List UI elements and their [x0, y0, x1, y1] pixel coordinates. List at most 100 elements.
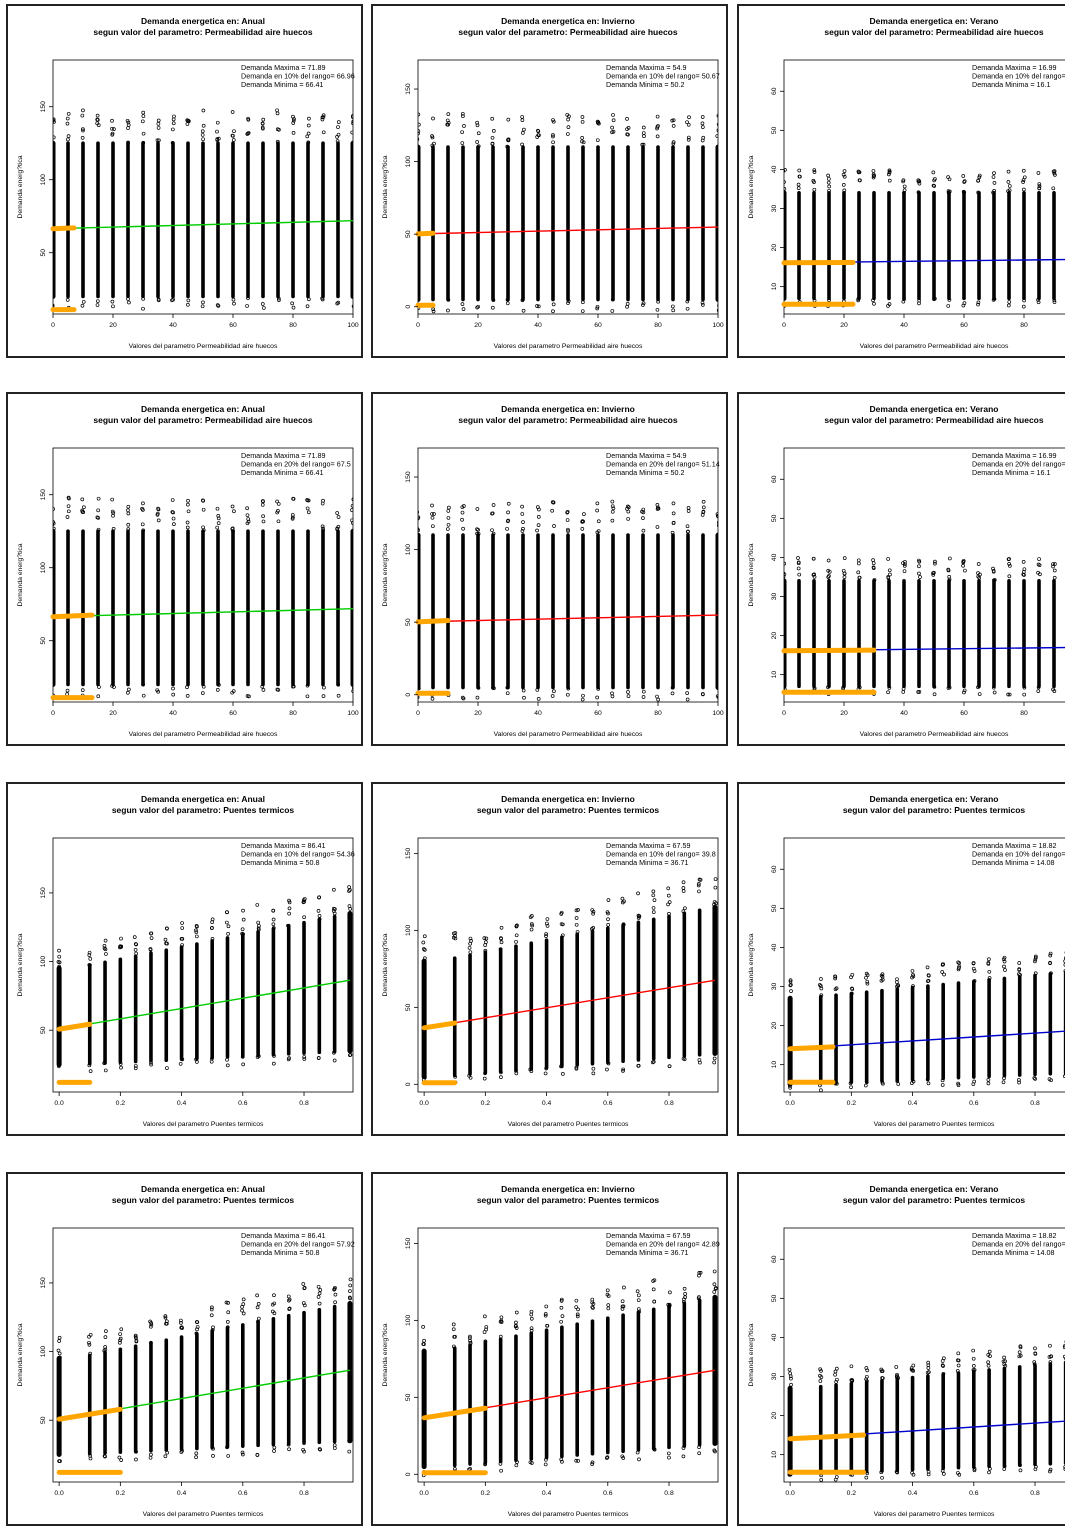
chart-subtitle: segun valor del parametro: Permeabilidad… [824, 27, 1043, 37]
chart-title: Demanda energetica en: Invierno [501, 1184, 635, 1194]
y-tick-label: 100 [40, 1346, 47, 1358]
annotation-text: Demanda en 20% del rango= 67.5 [241, 460, 351, 469]
scatter-column [482, 1314, 489, 1467]
y-tick-label: 0 [405, 305, 412, 309]
highlight-range-line [787, 1432, 867, 1442]
trend-line [52, 608, 354, 618]
scatter-column [715, 113, 718, 313]
y-axis-label: Demanda energ?tica [748, 1323, 755, 1386]
annotation-text: Demanda en 10% del rango= 39.8 [606, 850, 716, 859]
scatter-column [445, 112, 451, 313]
scatter-column [543, 1304, 550, 1467]
y-tick-label: 50 [771, 1294, 778, 1302]
scatter-column [87, 950, 93, 1073]
x-tick-label: 0.2 [116, 1100, 126, 1107]
highlight-range-line [56, 1021, 93, 1032]
scatter-points [56, 885, 353, 1073]
x-tick-label: 0.4 [542, 1490, 552, 1497]
scatter-column [991, 566, 997, 695]
scatter-column [133, 1333, 139, 1462]
scatter-column [245, 116, 251, 308]
plot-frame [417, 1227, 719, 1483]
scatter-column [118, 936, 124, 1070]
scatter-column [178, 921, 185, 1066]
x-tick-label: 20 [109, 710, 117, 717]
x-tick-label: 0.6 [238, 1100, 248, 1107]
x-tick-label: 0 [782, 322, 786, 329]
scatter-column [886, 557, 892, 695]
scatter-column [350, 497, 353, 693]
scatter-column [670, 501, 676, 696]
x-tick-label: 0.4 [177, 1490, 187, 1497]
x-tick-label: 40 [900, 322, 908, 329]
y-tick-label: 150 [405, 848, 412, 860]
y-tick-label: 150 [405, 1238, 412, 1250]
x-tick-label: 0.6 [238, 1490, 248, 1497]
scatter-column [305, 116, 311, 309]
scatter-column [185, 118, 191, 307]
scatter-column [451, 931, 458, 1085]
chart-subtitle: segun valor del parametro: Permeabilidad… [93, 415, 312, 425]
scatter-column [155, 118, 161, 303]
scatter-column [696, 1270, 703, 1456]
x-tick-label: 60 [229, 322, 237, 329]
y-tick-label: 60 [771, 865, 778, 873]
x-tick-label: 0.2 [116, 1490, 126, 1497]
annotation-text: Demanda Maxima = 67.59 [606, 841, 691, 850]
x-tick-label: 0.8 [664, 1490, 674, 1497]
scatter-column [1006, 557, 1012, 697]
x-tick-label: 20 [474, 322, 482, 329]
scatter-column [1036, 171, 1042, 305]
scatter-column [331, 887, 337, 1063]
x-tick-label: 0.0 [54, 1100, 64, 1107]
x-tick-label: 0.8 [299, 1100, 309, 1107]
scatter-column [1047, 951, 1053, 1083]
scatter-column [976, 173, 982, 307]
highlight-range-line [781, 647, 877, 654]
scatter-column [110, 118, 116, 309]
scatter-column [451, 1322, 458, 1474]
scatter-column [886, 168, 892, 308]
plot-frame [52, 1227, 354, 1483]
scatter-column [520, 115, 526, 313]
x-tick-label: 0.8 [1030, 1490, 1040, 1497]
scatter-column [650, 889, 657, 1065]
y-tick-label: 150 [40, 887, 47, 899]
scatter-column [290, 114, 296, 310]
chart-subtitle: segun valor del parametro: Permeabilidad… [458, 415, 677, 425]
annotation-text: Demanda Maxima = 71.89 [241, 451, 326, 460]
scatter-column [909, 969, 916, 1085]
x-tick-label: 0 [416, 322, 420, 329]
chart-title: Demanda energetica en: Verano [870, 1184, 999, 1194]
scatter-column [961, 174, 967, 308]
x-tick-label: 20 [109, 322, 117, 329]
scatter-column [224, 1300, 231, 1458]
annotation-text: Demanda en 20% del rango= 16.28 [972, 460, 1065, 469]
scatter-column [848, 972, 855, 1090]
scatter-column [925, 1360, 931, 1477]
scatter-column [418, 510, 421, 700]
scatter-column [715, 512, 718, 699]
chart-subtitle: segun valor del parametro: Puentes termi… [843, 805, 1026, 815]
scatter-column [335, 511, 341, 698]
y-tick-label: 10 [771, 1451, 778, 1459]
y-axis-label: Demanda energ?tica [748, 933, 755, 996]
scatter-column [245, 506, 251, 699]
scatter-column [991, 171, 997, 302]
annotation-text: Demanda Maxima = 86.41 [241, 841, 326, 850]
scatter-column [275, 108, 281, 302]
y-tick-label: 50 [771, 904, 778, 912]
x-tick-label: 100 [712, 710, 724, 717]
chart-panel: Demanda energetica en: Anual segun valor … [6, 392, 363, 746]
x-tick-label: 0.0 [419, 1490, 429, 1497]
x-tick-label: 0.2 [847, 1100, 857, 1107]
scatter-column [955, 1351, 962, 1477]
scatter-column [1036, 557, 1042, 693]
scatter-column [559, 910, 565, 1076]
scatter-column [467, 1334, 473, 1472]
y-tick-label: 150 [40, 489, 47, 501]
annotation-text: Demanda Maxima = 16.99 [972, 63, 1057, 72]
